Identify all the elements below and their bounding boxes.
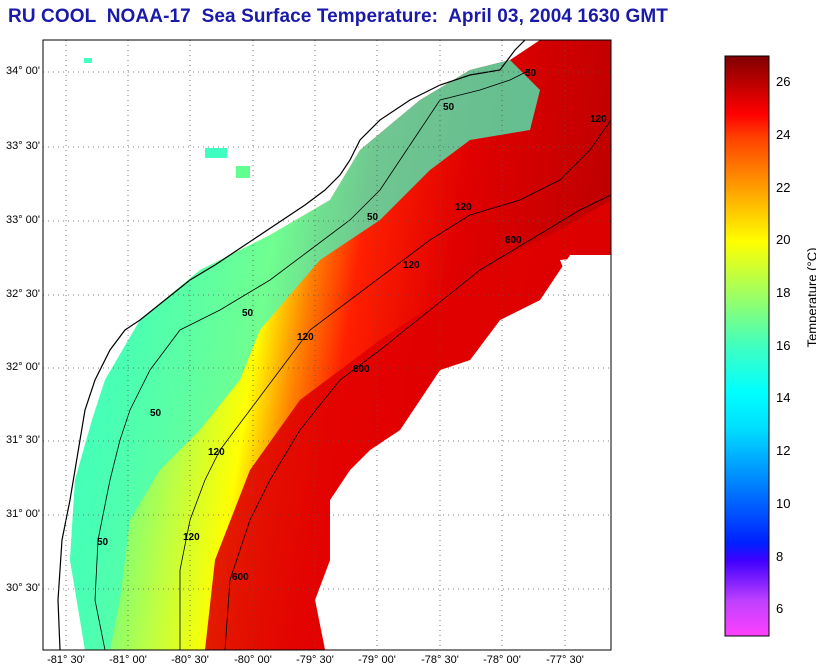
- lat-tick-label: 34° 00': [5, 65, 40, 77]
- gulf-stream-core: [205, 200, 611, 650]
- sst-field: [70, 40, 611, 650]
- lat-tick-label: 31° 30': [5, 434, 40, 446]
- lat-tick-label: 32° 00': [5, 361, 40, 373]
- colorbar: [724, 55, 770, 637]
- colorbar-tick-label: 8: [776, 549, 784, 564]
- lon-tick-label: -78° 30': [421, 654, 459, 666]
- isobath-label: 50: [97, 537, 109, 548]
- colorbar-tick-label: 12: [776, 443, 791, 458]
- isobath-label: 50: [525, 68, 537, 79]
- map-frame: [42, 39, 612, 651]
- isobath-label: 50: [242, 308, 254, 319]
- colorbar-tick-label: 20: [776, 232, 791, 247]
- water-patch: [236, 166, 250, 178]
- isobath-label: 50: [150, 408, 162, 419]
- lat-tick-label: 33° 00': [5, 214, 40, 226]
- lon-tick-label: -81° 00': [109, 654, 147, 666]
- isobath-600: [224, 194, 611, 650]
- colorbar-tick-label: 26: [776, 74, 791, 89]
- isobath-label: 120: [297, 332, 314, 343]
- water-patch: [205, 148, 227, 158]
- colorbar-tick-label: 10: [776, 496, 791, 511]
- lat-tick-label: 32° 30': [5, 288, 40, 300]
- isobath-label: 120: [208, 447, 225, 458]
- isobath-label: 600: [232, 572, 249, 583]
- isobath-label: 120: [455, 202, 472, 213]
- graticule: [43, 40, 611, 650]
- colorbar-tick-label: 18: [776, 285, 791, 300]
- isobath-label: 120: [403, 260, 420, 271]
- lon-tick-label: -80° 00': [234, 654, 272, 666]
- isobath-label: 120: [590, 114, 607, 125]
- isobath-label: 50: [443, 102, 455, 113]
- isobath-label: 50: [367, 212, 379, 223]
- cloud-patch: [440, 370, 500, 430]
- lon-tick-label: -80° 30': [171, 654, 209, 666]
- lat-tick-label: 33° 30': [5, 140, 40, 152]
- water-patch: [84, 58, 92, 63]
- lon-tick-label: -79° 00': [358, 654, 396, 666]
- isobath-label: 600: [353, 364, 370, 375]
- colorbar-tick-label: 6: [776, 601, 784, 616]
- colorbar-label: Temperature (°C): [804, 247, 816, 348]
- colorbar-tick-label: 24: [776, 127, 791, 142]
- shelf-water: [70, 60, 540, 650]
- map-title: RU COOL NOAA-17 Sea Surface Temperature:…: [8, 6, 668, 27]
- lon-tick-label: -77° 30': [546, 654, 584, 666]
- isobath-label: 120: [183, 532, 200, 543]
- colorbar-tick-label: 14: [776, 390, 791, 405]
- colorbar-tick-label: 16: [776, 338, 791, 353]
- lon-tick-label: -79° 30': [296, 654, 334, 666]
- isobath-label: 600: [505, 235, 522, 246]
- lat-tick-label: 30° 30': [5, 582, 40, 594]
- lon-tick-label: -78° 00': [483, 654, 521, 666]
- isobath-120: [179, 119, 611, 650]
- cloud-patch: [560, 255, 611, 310]
- coastline: [57, 40, 526, 650]
- lon-tick-label: -81° 30': [47, 654, 85, 666]
- lat-tick-label: 31° 00': [5, 508, 40, 520]
- colorbar-tick-label: 22: [776, 180, 791, 195]
